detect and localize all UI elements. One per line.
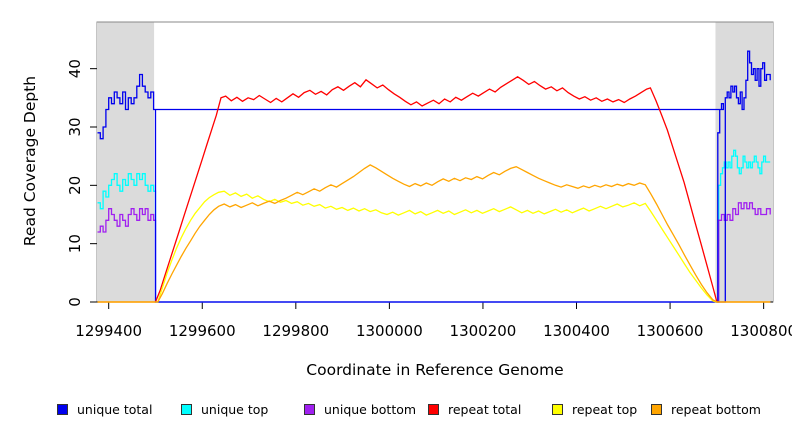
legend-swatch-icon [651,403,662,415]
legend-item-unique-bottom: unique bottom [304,400,416,418]
legend-item-unique-total: unique total [57,400,152,418]
legend-label: repeat total [448,401,522,417]
legend-swatch-icon [57,403,68,415]
legend-item-repeat-top: repeat top [552,400,637,418]
y-tick-label: 20 [66,176,84,195]
shaded-region-left [97,22,155,302]
series-line-repeat-bottom [97,164,771,303]
series-line-repeat-top [97,190,771,303]
legend-label: unique top [201,401,269,417]
x-tick-label: 1299800 [262,322,329,340]
y-tick-label: 40 [66,59,84,78]
legend-swatch-icon [428,403,439,415]
series-line-unique-top [97,149,771,303]
legend-label: unique total [77,401,153,417]
x-tick-label: 1299600 [169,322,236,340]
x-axis-label: Coordinate in Reference Genome [306,361,564,379]
legend-item-repeat-total: repeat total [428,400,521,418]
x-tick-label: 1299400 [75,322,142,340]
legend: unique total unique top unique bottom repea… [0,400,792,424]
x-tick-label: 1300200 [450,322,517,340]
legend-swatch-icon [552,403,563,415]
series-line-repeat-total [97,76,771,303]
plot-border [96,21,774,303]
x-tick-label: 1300600 [637,322,704,340]
x-tick-label: 1300400 [543,322,610,340]
x-tick-label: 1300000 [356,322,423,340]
y-axis-label: Read Coverage Depth [21,75,39,247]
legend-item-repeat-bottom: repeat bottom [651,400,761,418]
y-tick-label: 0 [66,297,84,307]
series-line-unique-bottom [97,202,771,303]
x-tick-label: 1300800 [730,322,792,340]
legend-swatch-icon [304,403,315,415]
y-tick-label: 30 [66,117,84,136]
series-line-unique-total [97,50,771,303]
y-tick-label: 10 [66,234,84,253]
legend-label: unique bottom [324,401,417,417]
legend-swatch-icon [181,403,192,415]
legend-label: repeat top [572,401,638,417]
legend-label: repeat bottom [671,401,761,417]
legend-item-unique-top: unique top [181,400,268,418]
